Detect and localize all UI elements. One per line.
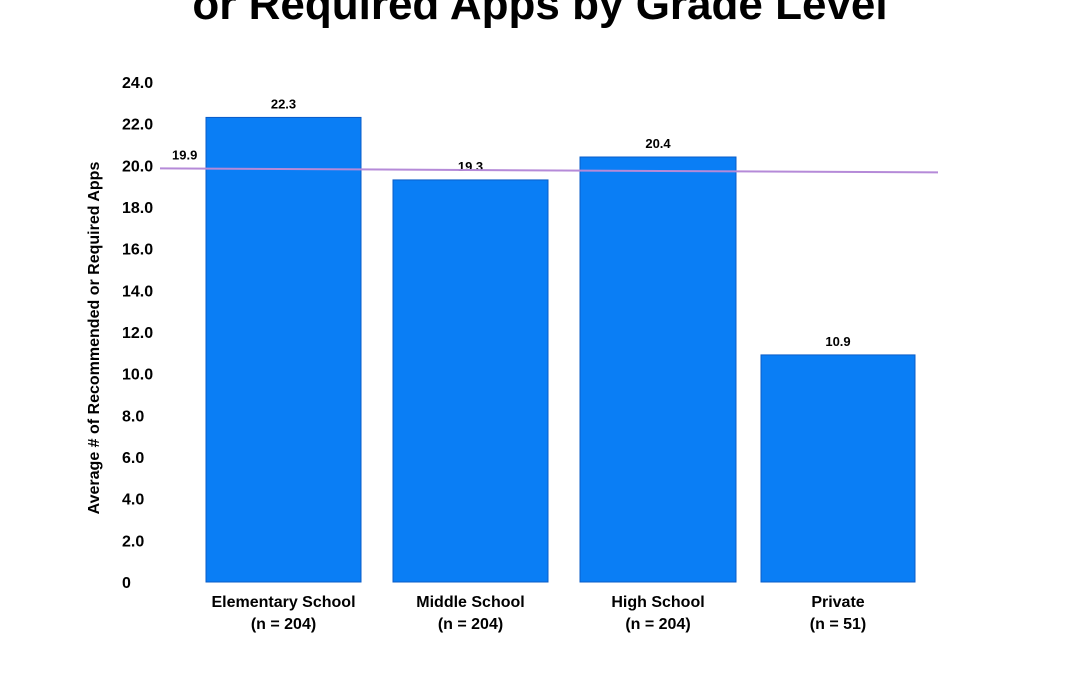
y-tick-label: 6.0 — [122, 450, 144, 467]
y-tick-label: 0 — [122, 575, 131, 592]
y-tick-label: 16.0 — [122, 242, 153, 259]
bar — [760, 354, 916, 583]
y-tick-label: 18.0 — [122, 200, 153, 217]
x-category-label: Private — [811, 594, 864, 611]
y-tick-label: 4.0 — [122, 492, 144, 509]
x-category-n-label: (n = 204) — [438, 616, 503, 633]
y-tick-label: 8.0 — [122, 408, 144, 425]
bar — [579, 156, 737, 583]
bars: 22.3 19.3 20.4 10.9 — [205, 96, 916, 583]
y-tick-label: 10.0 — [122, 367, 153, 384]
y-axis-ticks: 0 2.0 4.0 6.0 8.0 10.0 12.0 14.0 16.0 18.0 20.0 22.… — [122, 75, 153, 592]
bar-value-label: 19.3 — [458, 159, 483, 174]
x-category-n-label: (n = 204) — [251, 616, 316, 633]
average-label: 19.9 — [172, 147, 197, 162]
x-axis-categories: Elementary School (n = 204) Middle School (… — [211, 594, 866, 633]
chart-title: or Required Apps by Grade Level — [192, 0, 888, 29]
y-tick-label: 20.0 — [122, 158, 153, 175]
x-category-label: High School — [611, 594, 704, 611]
bar — [205, 116, 362, 583]
x-category-n-label: (n = 51) — [810, 616, 866, 633]
y-tick-label: 14.0 — [122, 283, 153, 300]
y-tick-label: 2.0 — [122, 533, 144, 550]
bar-value-label: 20.4 — [645, 136, 671, 151]
average-line-group: 19.9 — [159, 147, 939, 174]
y-tick-label: 24.0 — [122, 75, 153, 92]
average-line — [159, 167, 939, 174]
x-category-label: Elementary School — [211, 594, 355, 611]
y-tick-label: 22.0 — [122, 117, 153, 134]
y-tick-label: 12.0 — [122, 325, 153, 342]
x-category-n-label: (n = 204) — [625, 616, 690, 633]
bar-value-label: 22.3 — [271, 96, 296, 111]
bar — [392, 179, 549, 583]
y-axis-label: Average # of Recommended or Required App… — [86, 162, 103, 515]
bar-value-label: 10.9 — [825, 334, 850, 349]
x-category-label: Middle School — [416, 594, 524, 611]
